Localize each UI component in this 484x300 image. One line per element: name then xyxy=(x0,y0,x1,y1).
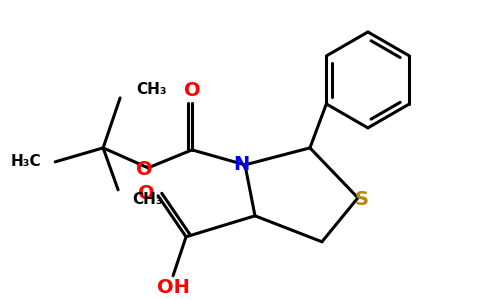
Text: N: N xyxy=(233,155,249,174)
Text: CH₃: CH₃ xyxy=(132,192,163,207)
Text: CH₃: CH₃ xyxy=(136,82,166,98)
Text: O: O xyxy=(136,160,152,179)
Text: S: S xyxy=(355,190,369,209)
Text: OH: OH xyxy=(157,278,190,297)
Text: O: O xyxy=(184,81,200,101)
Text: H₃C: H₃C xyxy=(11,154,41,169)
Text: O: O xyxy=(138,184,154,203)
